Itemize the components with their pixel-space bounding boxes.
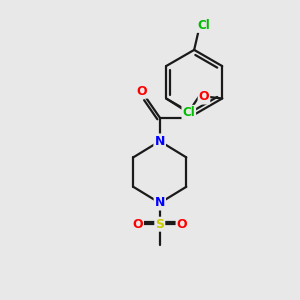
Text: Cl: Cl [182,106,195,119]
Text: O: O [199,91,209,103]
Text: N: N [154,135,165,148]
Text: O: O [177,218,187,231]
Text: N: N [154,196,165,209]
Text: S: S [155,218,164,231]
Text: Cl: Cl [197,19,210,32]
Text: O: O [132,218,143,231]
Text: N: N [154,135,165,148]
Text: O: O [137,85,147,98]
